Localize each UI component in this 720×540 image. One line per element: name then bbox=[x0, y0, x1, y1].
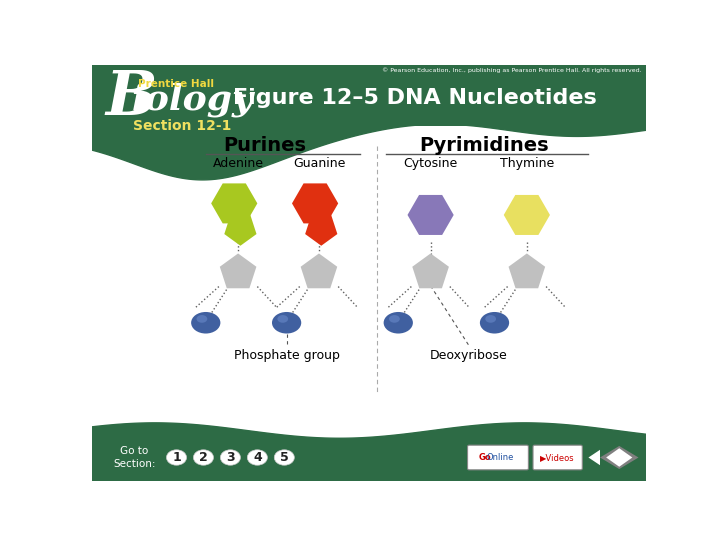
Text: Figure 12–5 DNA Nucleotides: Figure 12–5 DNA Nucleotides bbox=[233, 88, 597, 108]
Text: Go: Go bbox=[479, 453, 492, 462]
Ellipse shape bbox=[485, 315, 496, 323]
Text: ▶Videos: ▶Videos bbox=[540, 453, 575, 462]
Text: Purines: Purines bbox=[223, 136, 307, 155]
Text: 1: 1 bbox=[172, 451, 181, 464]
FancyBboxPatch shape bbox=[467, 445, 528, 470]
Text: © Pearson Education, Inc., publishing as Pearson Prentice Hall. All rights reser: © Pearson Education, Inc., publishing as… bbox=[382, 68, 642, 73]
Text: Pyrimidines: Pyrimidines bbox=[420, 136, 549, 155]
Ellipse shape bbox=[480, 312, 509, 334]
Polygon shape bbox=[305, 215, 338, 246]
Ellipse shape bbox=[274, 450, 294, 465]
Text: Online: Online bbox=[486, 453, 513, 462]
Text: Section 12-1: Section 12-1 bbox=[133, 119, 232, 133]
Polygon shape bbox=[588, 450, 600, 465]
Text: iology: iology bbox=[132, 82, 254, 117]
Ellipse shape bbox=[389, 315, 400, 323]
Text: 2: 2 bbox=[199, 451, 208, 464]
Polygon shape bbox=[600, 446, 639, 469]
Ellipse shape bbox=[194, 450, 213, 465]
Polygon shape bbox=[301, 253, 337, 288]
Text: Deoxyribose: Deoxyribose bbox=[431, 349, 508, 362]
Ellipse shape bbox=[191, 312, 220, 334]
Text: 5: 5 bbox=[280, 451, 289, 464]
Text: Guanine: Guanine bbox=[293, 157, 345, 170]
Text: B: B bbox=[106, 68, 157, 128]
Polygon shape bbox=[92, 423, 647, 481]
Text: Go to
Section:: Go to Section: bbox=[113, 446, 156, 469]
Polygon shape bbox=[92, 65, 647, 180]
Ellipse shape bbox=[220, 450, 240, 465]
Ellipse shape bbox=[166, 450, 186, 465]
Ellipse shape bbox=[248, 450, 267, 465]
Text: 4: 4 bbox=[253, 451, 262, 464]
Polygon shape bbox=[508, 253, 545, 288]
Text: Phosphate group: Phosphate group bbox=[234, 349, 340, 362]
Polygon shape bbox=[220, 253, 256, 288]
Text: 3: 3 bbox=[226, 451, 235, 464]
FancyBboxPatch shape bbox=[92, 65, 647, 126]
FancyBboxPatch shape bbox=[533, 445, 582, 470]
Ellipse shape bbox=[197, 315, 207, 323]
Ellipse shape bbox=[384, 312, 413, 334]
Text: Prentice Hall: Prentice Hall bbox=[138, 79, 214, 89]
Text: Thymine: Thymine bbox=[500, 157, 554, 170]
Polygon shape bbox=[225, 215, 256, 246]
Ellipse shape bbox=[277, 315, 288, 323]
Polygon shape bbox=[211, 184, 257, 224]
Text: Adenine: Adenine bbox=[212, 157, 264, 170]
Ellipse shape bbox=[272, 312, 301, 334]
Polygon shape bbox=[413, 253, 449, 288]
Polygon shape bbox=[504, 195, 550, 235]
Polygon shape bbox=[606, 448, 632, 467]
Text: Cytosine: Cytosine bbox=[403, 157, 458, 170]
Polygon shape bbox=[408, 195, 454, 235]
Polygon shape bbox=[292, 184, 338, 224]
